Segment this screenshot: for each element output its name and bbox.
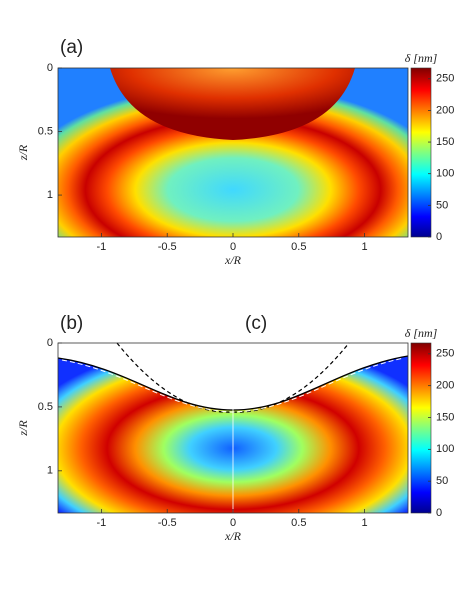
colorbar-tick-label: 150	[436, 136, 454, 148]
y-tick-label: 1	[47, 465, 53, 477]
colorbar	[410, 67, 432, 238]
colorbar-tick-label: 100	[436, 168, 454, 180]
colorbar-tick-label: 200	[436, 380, 454, 392]
heatmap-a	[58, 68, 408, 237]
colorbar-label: δ [nm]	[405, 326, 438, 340]
colorbar-tick-label: 50	[436, 199, 448, 211]
colorbar-tick-label: 250	[436, 73, 454, 85]
x-tick-label: 1	[362, 241, 368, 253]
y-tick-label: 0.5	[38, 401, 53, 413]
x-axis-label: x/R	[224, 253, 242, 267]
colorbar-tick-label: 200	[436, 104, 454, 116]
x-tick-label: -0.5	[158, 241, 177, 253]
colorbar-tick-label: 150	[436, 411, 454, 423]
y-tick-label: 0	[47, 62, 53, 74]
heatmap-b	[57, 342, 409, 513]
x-tick-label: 1	[362, 517, 368, 529]
colorbar-tick-label: 50	[436, 475, 448, 487]
colorbar-tick-label: 250	[436, 348, 454, 360]
y-tick-label: 1	[47, 189, 53, 201]
colorbar	[410, 342, 432, 514]
y-axis-label: z/R	[16, 420, 30, 437]
colorbar-tick-label: 100	[436, 443, 454, 455]
panel-label: (c)	[245, 313, 267, 334]
colorbar-tick-label: 0	[436, 507, 442, 519]
x-tick-label: -0.5	[158, 517, 177, 529]
x-tick-label: 0.5	[291, 241, 306, 253]
x-axis-label: x/R	[224, 529, 242, 543]
y-tick-label: 0	[47, 337, 53, 349]
panel-label: (a)	[60, 37, 83, 58]
x-tick-label: 0	[230, 241, 236, 253]
colorbar-label: δ [nm]	[405, 51, 438, 65]
x-tick-label: 0	[230, 517, 236, 529]
colorbar-tick-label: 0	[436, 231, 442, 243]
y-axis-label: z/R	[16, 144, 30, 161]
panel-label: (b)	[60, 313, 83, 334]
x-tick-label: 0.5	[291, 517, 306, 529]
y-tick-label: 0.5	[38, 125, 53, 137]
x-tick-label: -1	[97, 517, 107, 529]
x-tick-label: -1	[97, 241, 107, 253]
